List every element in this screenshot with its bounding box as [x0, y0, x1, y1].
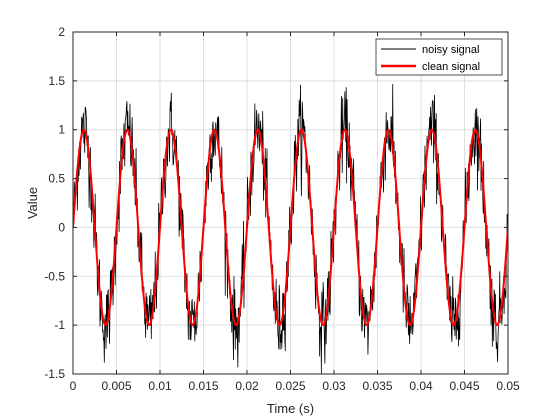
x-tick-label: 0.05 — [496, 379, 520, 393]
x-tick-label: 0.025 — [275, 379, 305, 393]
x-tick-label: 0.045 — [449, 379, 479, 393]
plot-area — [73, 83, 508, 374]
x-tick-label: 0.04 — [409, 379, 433, 393]
legend-entry-label: clean signal — [422, 61, 480, 73]
x-tick-label: 0.01 — [148, 379, 172, 393]
axes: 0 0.005 0.01 0.015 0.02 0.025 0.03 0.035 0.04 0.0… — [25, 25, 520, 416]
x-tick-label: 0.03 — [322, 379, 346, 393]
grid — [73, 32, 508, 374]
x-tick-label: 0.02 — [235, 379, 259, 393]
series-line-clean-signal — [73, 128, 508, 326]
y-tick-label: 0 — [58, 220, 65, 234]
x-axis-label: Time (s) — [267, 401, 314, 416]
y-axis-label: Value — [25, 187, 40, 219]
x-tick-label: 0.005 — [101, 379, 131, 393]
legend-box — [375, 38, 503, 76]
y-tick-label: 1.5 — [48, 74, 65, 88]
y-tick-label: 2 — [58, 25, 65, 39]
y-tick-label: -1.5 — [44, 367, 65, 381]
y-tick-label: 1 — [58, 123, 65, 137]
x-tick-label: 0 — [70, 379, 77, 393]
x-tick-label: 0.035 — [362, 379, 392, 393]
y-tick-label: -0.5 — [44, 269, 65, 283]
y-tick-label: 0.5 — [48, 172, 65, 186]
y-tick-label: -1 — [54, 318, 65, 332]
x-tick-label: 0.015 — [188, 379, 218, 393]
legend: noisy signal clean signal — [375, 38, 503, 76]
legend-entry-label: noisy signal — [422, 44, 479, 56]
